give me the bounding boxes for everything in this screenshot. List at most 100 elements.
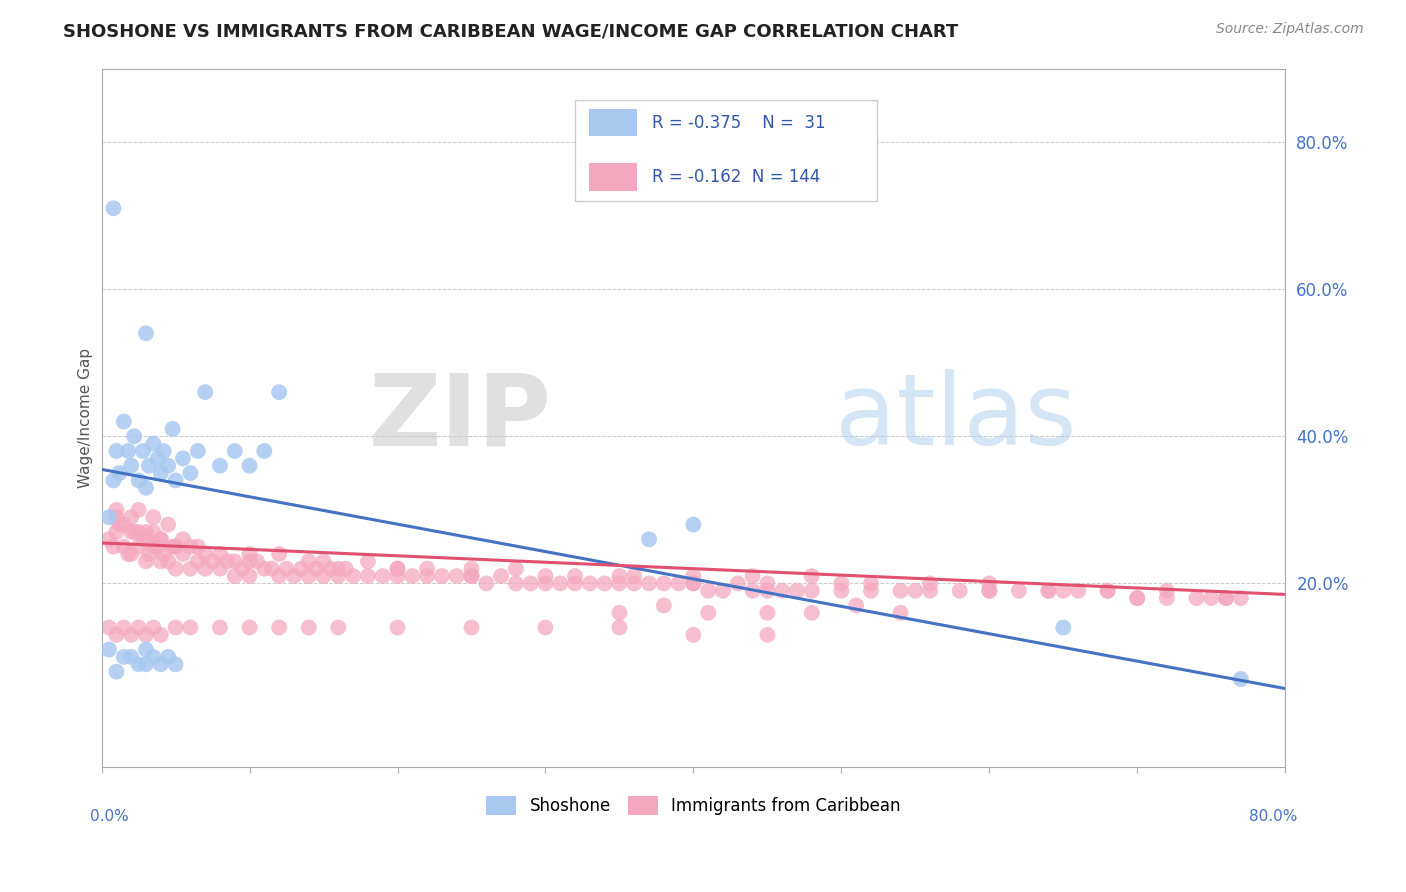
Point	[682, 576, 704, 591]
Point	[548, 576, 571, 591]
Point	[98, 533, 121, 547]
Point	[859, 583, 882, 598]
Point	[290, 562, 312, 576]
Point	[142, 510, 165, 524]
Point	[165, 620, 187, 634]
Point	[172, 533, 194, 547]
Point	[142, 436, 165, 450]
Point	[1215, 591, 1237, 606]
Point	[668, 576, 690, 591]
Point	[623, 569, 645, 583]
Point	[128, 503, 150, 517]
Point	[120, 524, 142, 539]
Point	[157, 517, 180, 532]
Point	[1185, 591, 1208, 606]
Point	[224, 444, 246, 458]
Point	[120, 547, 142, 561]
Point	[697, 606, 720, 620]
Point	[152, 547, 174, 561]
Point	[727, 576, 749, 591]
Point	[1097, 583, 1119, 598]
Point	[609, 606, 631, 620]
Point	[312, 569, 335, 583]
Point	[269, 569, 291, 583]
Point	[122, 524, 145, 539]
Point	[105, 510, 128, 524]
Point	[238, 554, 260, 568]
Point	[142, 540, 165, 554]
Point	[682, 517, 704, 532]
Point	[132, 444, 155, 458]
Point	[1215, 591, 1237, 606]
Point	[208, 620, 231, 634]
Point	[1230, 591, 1253, 606]
Point	[830, 576, 852, 591]
Point	[98, 642, 121, 657]
Point	[162, 540, 184, 554]
Point	[920, 576, 942, 591]
Point	[298, 620, 321, 634]
Point	[165, 474, 187, 488]
Point	[593, 576, 616, 591]
Point	[770, 583, 793, 598]
Point	[103, 540, 125, 554]
Point	[756, 606, 779, 620]
Point	[135, 533, 157, 547]
Point	[117, 547, 139, 561]
Point	[800, 569, 823, 583]
Point	[194, 547, 217, 561]
Point	[238, 547, 260, 561]
Point	[157, 649, 180, 664]
Point	[756, 628, 779, 642]
FancyBboxPatch shape	[589, 163, 637, 191]
Point	[387, 562, 409, 576]
Point	[146, 540, 169, 554]
Point	[830, 583, 852, 598]
Text: R = -0.375    N =  31: R = -0.375 N = 31	[652, 113, 825, 131]
Point	[283, 569, 305, 583]
Point	[194, 385, 217, 400]
Point	[756, 583, 779, 598]
Point	[460, 569, 482, 583]
Point	[120, 649, 142, 664]
Point	[638, 533, 661, 547]
Point	[112, 540, 135, 554]
Point	[187, 554, 209, 568]
Point	[132, 533, 155, 547]
Point	[460, 569, 482, 583]
Point	[416, 562, 439, 576]
Point	[135, 642, 157, 657]
Point	[1199, 591, 1222, 606]
Text: ZIP: ZIP	[368, 369, 551, 467]
Point	[194, 562, 217, 576]
Point	[1052, 620, 1074, 634]
Point	[253, 562, 276, 576]
Point	[269, 620, 291, 634]
Text: R = -0.162  N = 144: R = -0.162 N = 144	[652, 169, 820, 186]
Point	[889, 606, 911, 620]
Point	[246, 554, 269, 568]
Point	[105, 665, 128, 679]
Point	[103, 474, 125, 488]
Point	[103, 201, 125, 215]
Point	[231, 562, 253, 576]
Point	[112, 649, 135, 664]
Point	[697, 583, 720, 598]
Point	[342, 569, 364, 583]
Point	[187, 444, 209, 458]
Point	[179, 562, 201, 576]
Point	[800, 583, 823, 598]
Point	[534, 569, 557, 583]
Point	[371, 569, 394, 583]
Point	[609, 569, 631, 583]
Point	[105, 444, 128, 458]
Point	[269, 547, 291, 561]
Point	[979, 576, 1001, 591]
Point	[112, 620, 135, 634]
Point	[904, 583, 927, 598]
Point	[1038, 583, 1060, 598]
Text: atlas: atlas	[835, 369, 1077, 467]
Point	[1038, 583, 1060, 598]
Point	[149, 628, 172, 642]
Point	[1097, 583, 1119, 598]
